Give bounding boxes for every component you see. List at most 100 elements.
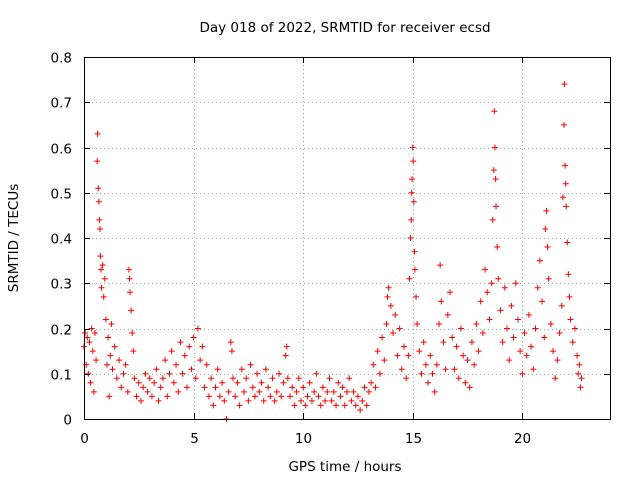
data-point [337,393,344,400]
data-point [523,352,530,359]
data-point [429,370,436,377]
data-point [554,357,561,364]
data-point [398,366,405,373]
data-point [449,334,456,341]
data-point [205,393,212,400]
data-point [212,384,219,391]
data-point [475,348,482,355]
data-point [131,375,138,382]
data-point [552,375,559,382]
data-point [216,393,223,400]
data-point [578,375,585,382]
y-tick-label: 0.3 [51,277,72,293]
data-point [376,370,383,377]
data-point [335,379,342,386]
data-point [574,352,581,359]
data-point [510,334,517,341]
data-point [194,325,201,332]
data-point [494,244,501,251]
data-point [125,266,132,273]
data-point [512,280,519,287]
data-point [410,198,417,205]
data-point [414,320,421,327]
data-point [339,384,346,391]
data-point [517,348,524,355]
data-point [91,330,98,337]
data-point [326,375,333,382]
data-point [118,384,125,391]
data-point [379,334,386,341]
data-point [104,361,111,368]
data-point [411,266,418,273]
data-point [468,339,475,346]
data-point [561,81,568,88]
data-point [390,330,397,337]
data-point [221,397,228,404]
data-point [341,402,348,409]
data-point [328,397,335,404]
data-point [317,402,324,409]
data-point [280,379,287,386]
data-point [577,384,584,391]
data-point [462,379,469,386]
data-point [130,348,137,355]
data-point [410,158,417,165]
data-point [413,293,420,300]
chart-title: Day 018 of 2022, SRMTID for receiver ecs… [199,20,490,36]
data-point [144,388,151,395]
data-point [282,352,289,359]
data-point [300,384,307,391]
data-point [293,388,300,395]
data-point [245,397,252,404]
data-point [129,330,136,337]
data-point [492,176,499,183]
data-point [479,330,486,337]
data-point [234,379,241,386]
data-point [530,366,537,373]
data-point [243,375,250,382]
data-point [95,198,102,205]
data-point [406,275,413,282]
data-point [113,375,120,382]
data-point [543,207,550,214]
data-point [124,388,131,395]
data-point [422,361,429,368]
data-point [563,203,570,210]
data-point [254,370,261,377]
data-point [164,393,171,400]
data-point [116,357,123,364]
data-point [491,144,498,151]
data-point [562,162,569,169]
data-point [199,343,206,350]
data-point [508,302,515,309]
data-point [491,108,498,115]
data-point [416,348,423,355]
data-point [545,275,552,282]
data-point [82,330,89,337]
data-point [365,388,372,395]
data-point [192,375,199,382]
data-point [370,361,377,368]
data-point [562,180,569,187]
data-point [348,397,355,404]
data-point [497,307,504,314]
y-tick-label: 0.6 [51,142,72,158]
data-point [385,284,392,291]
data-point [186,343,193,350]
data-point [269,375,276,382]
data-point [98,266,105,273]
data-point [392,311,399,318]
data-point [368,379,375,386]
data-point [547,320,554,327]
data-point [403,375,410,382]
data-point [359,397,366,404]
data-point [381,357,388,364]
data-point [181,352,188,359]
y-tick-label: 0.4 [51,232,72,248]
data-point [383,320,390,327]
data-point [203,361,210,368]
data-point [84,334,91,341]
data-point [86,339,93,346]
data-point [197,357,204,364]
data-point [179,370,186,377]
